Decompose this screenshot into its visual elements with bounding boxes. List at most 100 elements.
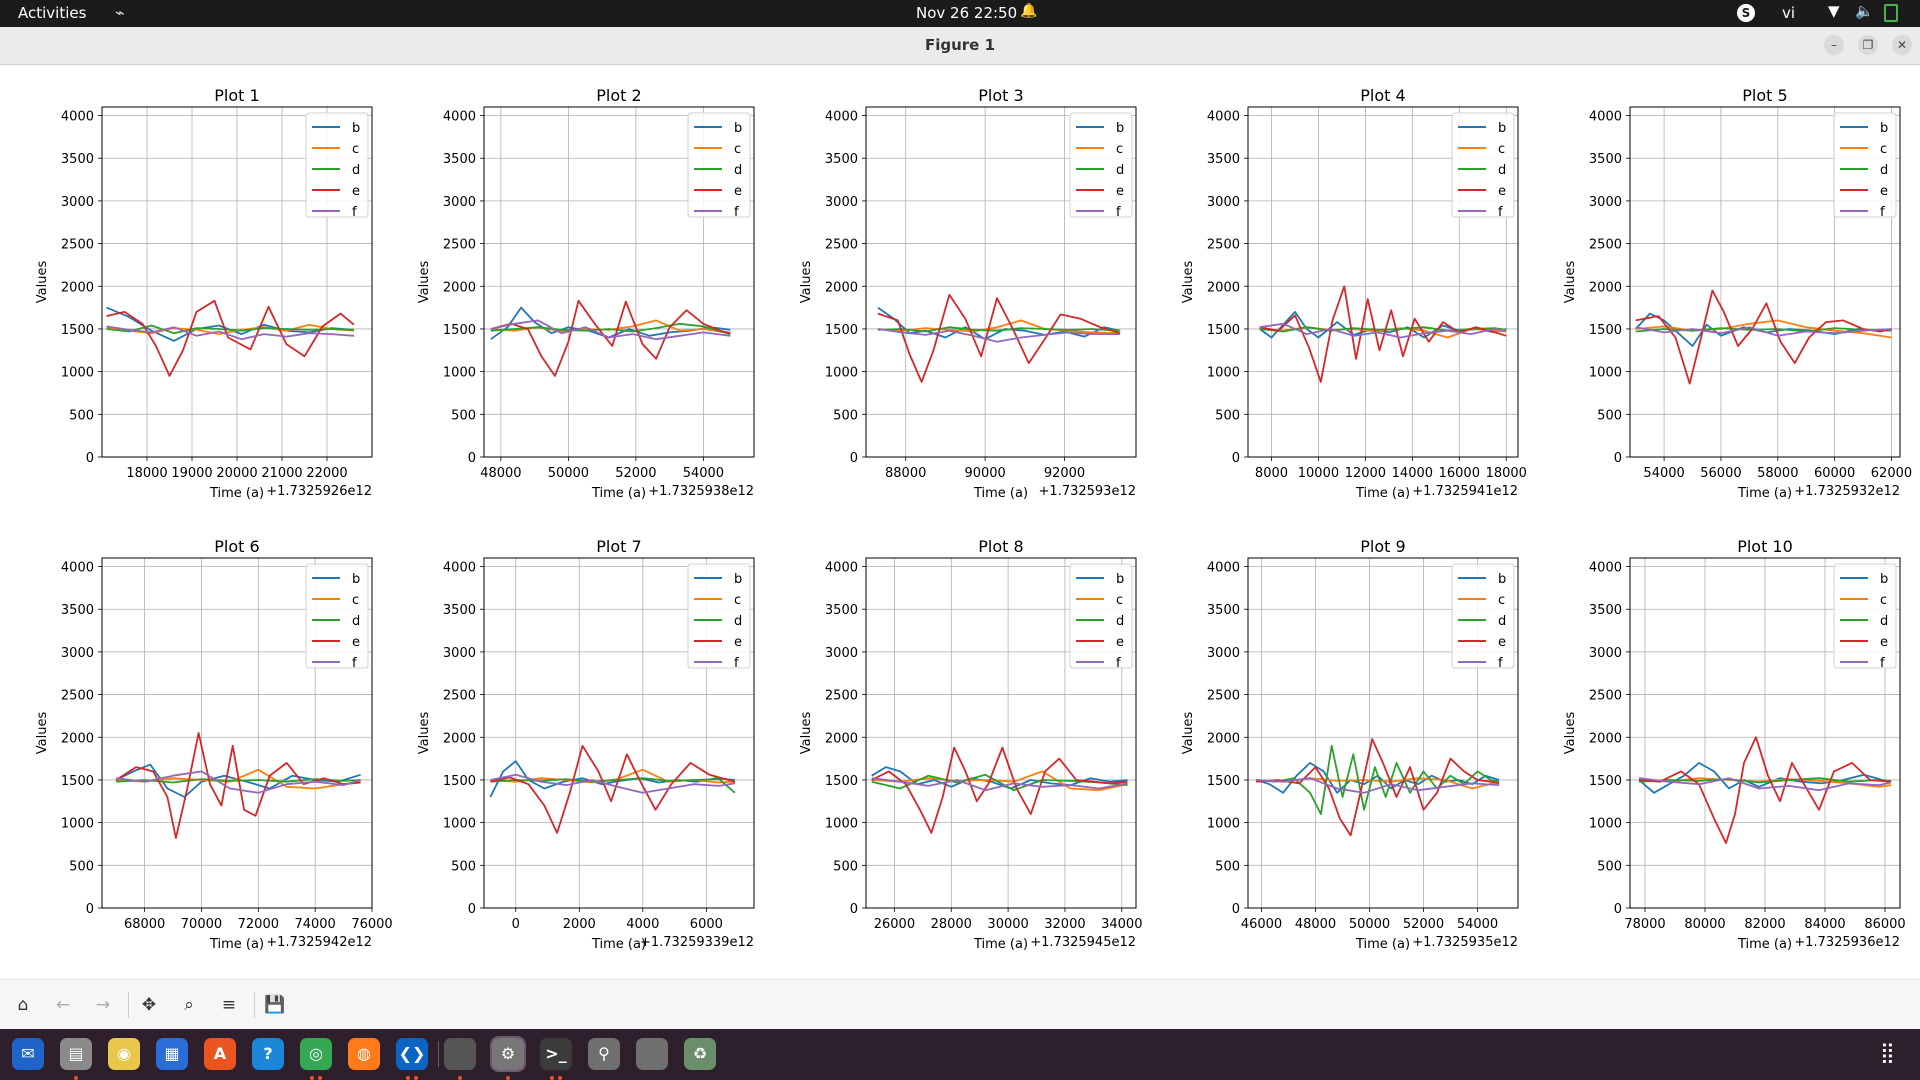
y-tick-label: 2500 bbox=[1207, 238, 1240, 253]
network-activity-icon[interactable]: ⌁ bbox=[115, 3, 125, 22]
dock-app-libreoffice-writer[interactable]: ▦ bbox=[156, 1038, 188, 1070]
x-offset-label: +1.73259339e12 bbox=[640, 935, 754, 950]
y-axis-label: Values bbox=[1563, 712, 1578, 755]
y-tick-label: 4000 bbox=[1589, 110, 1622, 125]
y-tick-label: 3000 bbox=[1589, 646, 1622, 661]
legend-label: d bbox=[1498, 163, 1506, 178]
x-tick-label: 74000 bbox=[294, 917, 335, 932]
x-tick-label: 54000 bbox=[1643, 466, 1684, 481]
legend-label: f bbox=[734, 205, 739, 220]
dock-app-chrome[interactable]: ◎ bbox=[300, 1038, 332, 1070]
volume-icon[interactable]: 🔈 bbox=[1855, 2, 1874, 20]
y-tick-label: 2000 bbox=[61, 280, 94, 295]
legend-label: c bbox=[1880, 142, 1887, 157]
battery-icon[interactable] bbox=[1884, 4, 1898, 22]
dock-app-trash[interactable]: ♻ bbox=[684, 1038, 716, 1070]
skype-indicator-icon[interactable]: S bbox=[1737, 4, 1755, 22]
x-axis-label: Time (a) bbox=[1355, 937, 1410, 952]
x-tick-label: 21000 bbox=[261, 466, 302, 481]
x-offset-label: +1.7325945e12 bbox=[1030, 935, 1136, 950]
y-tick-label: 3000 bbox=[61, 646, 94, 661]
x-tick-label: 70000 bbox=[181, 917, 222, 932]
y-tick-label: 0 bbox=[468, 451, 476, 466]
dock-app-vscode[interactable]: ❮❯ bbox=[396, 1038, 428, 1070]
dock-app-settings[interactable]: ⚙ bbox=[490, 1036, 526, 1072]
running-indicator bbox=[458, 1076, 462, 1080]
series-line-b bbox=[489, 760, 735, 798]
subplot-2: Plot 2 0 500 1000 1500 2000 2500 3000 3500 4000 48… bbox=[417, 86, 755, 501]
toolbar-separator bbox=[254, 992, 255, 1018]
x-tick-label: 76000 bbox=[351, 917, 392, 932]
y-tick-label: 0 bbox=[1614, 902, 1622, 917]
dock-app-terminal[interactable]: >_ bbox=[540, 1038, 572, 1070]
series-line-f bbox=[1259, 322, 1507, 339]
x-tick-label: 16000 bbox=[1439, 466, 1480, 481]
y-tick-label: 1000 bbox=[1207, 366, 1240, 381]
dock-app-files[interactable]: ▤ bbox=[60, 1038, 92, 1070]
series-line-c bbox=[871, 770, 1128, 792]
legend-label: c bbox=[734, 593, 741, 608]
dock-app-terminal-blank[interactable] bbox=[444, 1038, 476, 1070]
clock[interactable]: Nov 26 22:50 bbox=[916, 4, 1018, 22]
input-language-indicator[interactable]: vi bbox=[1782, 4, 1796, 22]
y-tick-label: 4000 bbox=[1589, 561, 1622, 576]
x-offset-label: +1.7325926e12 bbox=[266, 484, 372, 499]
activities-button[interactable]: Activities bbox=[18, 4, 87, 22]
dock-app-app-center[interactable]: A bbox=[204, 1038, 236, 1070]
dock-app-help[interactable]: ? bbox=[252, 1038, 284, 1070]
forward-arrow-icon[interactable]: → bbox=[95, 995, 111, 1015]
dock-app-rhythmbox[interactable]: ◉ bbox=[108, 1038, 140, 1070]
y-tick-label: 1000 bbox=[443, 366, 476, 381]
series-line-e bbox=[1256, 738, 1500, 837]
close-icon[interactable]: ✕ bbox=[1892, 35, 1912, 55]
legend-label: d bbox=[734, 163, 742, 178]
x-tick-label: 60000 bbox=[1814, 466, 1855, 481]
subplot-6: Plot 6 0 500 1000 1500 2000 2500 3000 3500 4000 68… bbox=[35, 537, 393, 952]
x-tick-label: 50000 bbox=[548, 466, 589, 481]
y-tick-label: 1000 bbox=[825, 366, 858, 381]
x-axis-label: Time (a) bbox=[591, 937, 646, 952]
subplot-title: Plot 1 bbox=[214, 86, 259, 105]
show-apps-grid-icon[interactable]: ⣿ bbox=[1880, 1040, 1895, 1064]
legend-label: e bbox=[1116, 635, 1124, 650]
zoom-icon[interactable]: ⌕ bbox=[184, 995, 194, 1015]
home-icon[interactable]: ⌂ bbox=[17, 995, 29, 1015]
subplots-config-icon[interactable]: ≡ bbox=[221, 995, 237, 1015]
x-tick-label: 14000 bbox=[1392, 466, 1433, 481]
x-offset-label: +1.7325942e12 bbox=[266, 935, 372, 950]
y-axis-label: Values bbox=[1181, 712, 1196, 755]
subplot-title: Plot 8 bbox=[978, 537, 1023, 556]
dock-app-thunderbird[interactable]: ✉ bbox=[12, 1038, 44, 1070]
x-offset-label: +1.732593e12 bbox=[1039, 484, 1136, 499]
dock-app-drive[interactable] bbox=[636, 1038, 668, 1070]
subplot-8: Plot 8 0 500 1000 1500 2000 2500 3000 3500 4000 26… bbox=[799, 537, 1142, 952]
legend-label: d bbox=[1116, 163, 1124, 178]
notification-bell-icon[interactable]: 🔔 bbox=[1020, 3, 1038, 19]
subplot-1: Plot 1 0 500 1000 1500 2000 2500 3000 3500 4000 18… bbox=[35, 86, 373, 501]
x-tick-label: 54000 bbox=[683, 466, 724, 481]
legend-label: f bbox=[1116, 656, 1121, 671]
y-tick-label: 0 bbox=[1232, 902, 1240, 917]
back-arrow-icon[interactable]: ← bbox=[55, 995, 71, 1015]
dock-app-usb[interactable]: ⚲ bbox=[588, 1038, 620, 1070]
save-icon[interactable]: 💾 bbox=[264, 995, 286, 1015]
series-line-d bbox=[877, 326, 1121, 333]
legend-label: c bbox=[1498, 142, 1505, 157]
series-line-f bbox=[490, 773, 736, 794]
pan-icon[interactable]: ✥ bbox=[141, 995, 157, 1015]
x-offset-label: +1.7325936e12 bbox=[1794, 935, 1900, 950]
running-indicator bbox=[74, 1076, 78, 1080]
x-tick-label: 48000 bbox=[1295, 917, 1336, 932]
x-tick-label: 8000 bbox=[1255, 466, 1288, 481]
y-tick-label: 2500 bbox=[1207, 689, 1240, 704]
dock-app-firefox[interactable]: ◍ bbox=[348, 1038, 380, 1070]
y-tick-label: 1500 bbox=[443, 323, 476, 338]
minimize-icon[interactable]: – bbox=[1824, 35, 1844, 55]
series-line-e bbox=[1638, 736, 1892, 844]
y-tick-label: 500 bbox=[1215, 859, 1240, 874]
maximize-icon[interactable]: ❐ bbox=[1858, 35, 1878, 55]
matplotlib-figure-canvas[interactable]: Plot 1 0 500 1000 1500 2000 2500 3000 3500 4000 18… bbox=[0, 65, 1920, 979]
wifi-icon[interactable]: ▼ bbox=[1828, 2, 1840, 20]
y-tick-label: 500 bbox=[833, 859, 858, 874]
legend-label: b bbox=[1498, 121, 1506, 136]
